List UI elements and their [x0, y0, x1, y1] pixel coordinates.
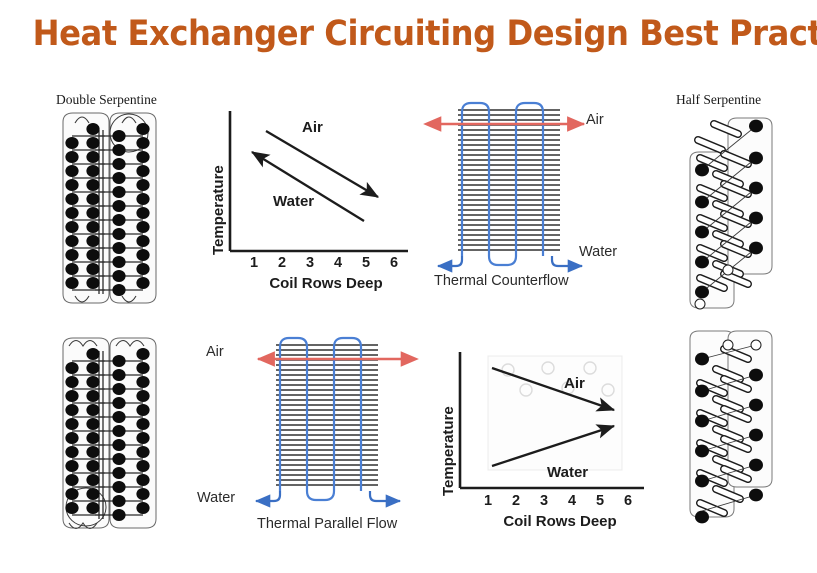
- parallelflow-x-ticks: 1 2 3 4 5 6: [474, 493, 646, 509]
- parallelflow-chart-plot: [458, 352, 644, 490]
- tick-6: 6: [623, 493, 633, 509]
- coil-tube-circuit-parallel: [278, 336, 363, 502]
- parallelflow-chart: Temperature Air Water 1 2 3 4 5 6 Coil R…: [430, 348, 650, 548]
- parallelflow-series-air: [491, 366, 616, 412]
- counterflow-label-air: Air: [302, 119, 323, 136]
- counterflow-chart-plot: [228, 111, 408, 253]
- coil-fins-parallel: [276, 344, 378, 486]
- coil-fins: [458, 109, 560, 251]
- tick-2: 2: [277, 255, 287, 271]
- parallelflow-air-label: Air: [206, 344, 224, 360]
- counterflow-chart-xlabel: Coil Rows Deep: [269, 275, 383, 292]
- counterflow-chart: Temperature Air Water 1 2 3 4 5 6 Coil R…: [196, 105, 416, 295]
- water-arrow-left-parallel: [254, 491, 282, 508]
- water-arrow-right-parallel: [368, 491, 402, 508]
- backdrop-tube-circles: [501, 361, 615, 397]
- coil-tube-circuit: [460, 101, 545, 267]
- parallelflow-series-water: [491, 424, 616, 468]
- double-serpentine-caption: Double Serpentine: [56, 92, 157, 107]
- tick-2: 2: [511, 493, 521, 509]
- page-title: Heat Exchanger Circuiting Design Best Pr…: [32, 14, 817, 54]
- counterflow-series-water: [251, 151, 365, 222]
- half-serpentine-diagram-lower: [676, 325, 781, 530]
- double-serpentine-diagram-lower: [55, 337, 160, 532]
- parallelflow-chart-xlabel: Coil Rows Deep: [503, 513, 617, 530]
- double-serpentine-lower-svg: [62, 337, 157, 530]
- tick-4: 4: [567, 493, 577, 509]
- half-serpentine-lower-svg: [689, 330, 773, 524]
- counterflow-water-label: Water: [579, 244, 618, 260]
- double-serpentine-diagram: [55, 112, 160, 307]
- tick-1: 1: [483, 493, 493, 509]
- half-serpentine-svg: [689, 117, 773, 310]
- counterflow-label-water: Water: [273, 193, 315, 210]
- water-arrow-right: [550, 256, 584, 273]
- half-serpentine-caption: Half Serpentine: [676, 92, 762, 107]
- double-serpentine-svg: [62, 112, 157, 304]
- counterflow-caption: Thermal Counterflow: [434, 273, 569, 289]
- tick-3: 3: [539, 493, 549, 509]
- half-serpentine-diagram: [676, 112, 781, 312]
- tick-4: 4: [333, 255, 343, 271]
- parallelflow-caption: Thermal Parallel Flow: [257, 516, 398, 532]
- counterflow-x-ticks: 1 2 3 4 5 6: [240, 255, 412, 271]
- tick-6: 6: [389, 255, 399, 271]
- water-arrow-left: [436, 256, 464, 273]
- tick-5: 5: [595, 493, 605, 509]
- counterflow-coil-diagram: [423, 98, 632, 278]
- tick-5: 5: [361, 255, 371, 271]
- parallelflow-label-air: Air: [564, 375, 585, 392]
- counterflow-series-air: [265, 130, 379, 198]
- parallelflow-coil-svg: [254, 336, 419, 508]
- counterflow-coil-svg: [423, 101, 586, 273]
- tick-1: 1: [249, 255, 259, 271]
- parallelflow-water-label: Water: [197, 490, 236, 506]
- parallelflow-label-water: Water: [547, 464, 589, 481]
- tick-3: 3: [305, 255, 315, 271]
- parallelflow-coil-diagram: [250, 333, 450, 513]
- counterflow-air-label: Air: [586, 112, 604, 128]
